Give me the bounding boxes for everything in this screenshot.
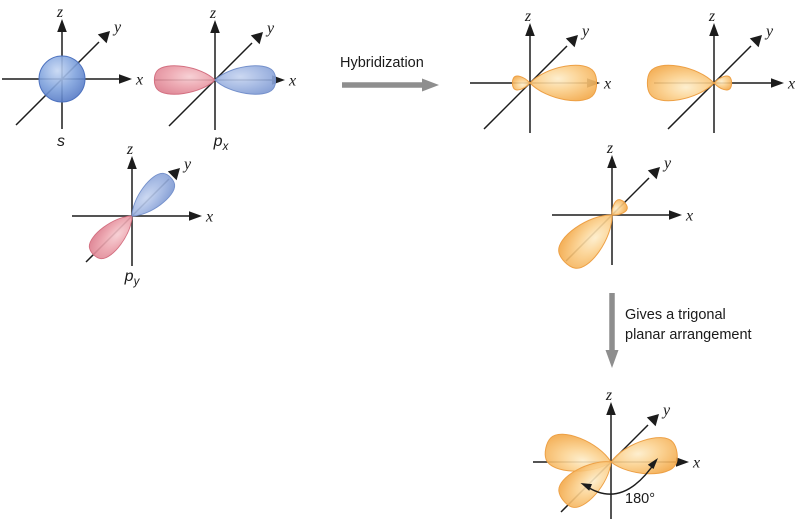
orbital-diagram-px: x z y xyxy=(153,5,296,130)
z-axis-label: z xyxy=(606,140,614,157)
y-axis xyxy=(168,42,253,127)
px-positive-lobe xyxy=(214,65,277,95)
x-axis-arrowhead xyxy=(189,211,202,221)
x-axis-arrowhead xyxy=(669,210,682,220)
hybrid2-large-lobe xyxy=(646,64,715,102)
hybridization-label: Hybridization xyxy=(340,55,424,71)
orbital-diagram-py: x z y xyxy=(72,141,213,266)
z-axis-arrowhead xyxy=(210,20,220,33)
z-axis-arrowhead xyxy=(607,155,617,168)
x-axis-arrowhead xyxy=(771,78,784,88)
hybrid3-small-lobe xyxy=(611,199,628,216)
y-axis-label: y xyxy=(580,23,590,40)
z-axis-label: z xyxy=(524,8,532,25)
z-axis-label: z xyxy=(708,8,716,25)
s-orbital-sphere xyxy=(38,55,86,103)
y-axis-arrowhead xyxy=(565,35,578,48)
orbital-diagram-s: x z y xyxy=(2,4,143,129)
trigonal-planar-diagram: x z y 180° xyxy=(533,387,700,519)
z-axis-label: z xyxy=(209,5,217,22)
hybrid-orbital-2: x z y xyxy=(646,8,795,133)
x-axis-label: x xyxy=(288,73,296,90)
y-axis-label: y xyxy=(265,20,275,37)
y-axis-label: y xyxy=(182,156,192,173)
y-axis-arrowhead xyxy=(646,414,659,427)
z-axis-label: z xyxy=(126,141,134,158)
hybrid2-small-lobe xyxy=(713,75,733,91)
z-axis-arrowhead xyxy=(709,23,719,36)
y-axis-arrowhead xyxy=(167,168,180,181)
x-axis-label: x xyxy=(685,208,693,225)
angle-label: 180° xyxy=(625,491,655,507)
py-negative-lobe xyxy=(88,215,133,260)
z-axis-label: z xyxy=(605,387,613,404)
x-axis-label: x xyxy=(787,76,795,93)
x-axis-label: x xyxy=(135,72,143,89)
hybrid-orbital-1: x z y xyxy=(470,8,611,133)
px-orbital-label: px xyxy=(213,133,229,154)
trigonal-flow-arrow-head xyxy=(605,350,619,368)
y-axis-arrowhead xyxy=(97,31,110,44)
trigonal-caption: Gives a trigonal planar arrangement xyxy=(625,307,752,343)
z-axis-arrowhead xyxy=(57,19,67,32)
py-orbital-label: py xyxy=(124,268,140,289)
x-axis-label: x xyxy=(692,455,700,472)
trigonal-lobe-right xyxy=(610,437,678,475)
x-axis-arrowhead xyxy=(676,457,689,467)
x-axis-label: x xyxy=(603,76,611,93)
z-axis-arrowhead xyxy=(525,23,535,36)
z-axis-label: z xyxy=(56,4,64,21)
y-axis-label: y xyxy=(764,23,774,40)
y-axis-label: y xyxy=(112,19,122,36)
hybridization-arrow-head xyxy=(422,78,439,92)
hybrid1-small-lobe xyxy=(511,75,531,91)
y-axis-arrowhead xyxy=(647,167,660,180)
angle-arc-arrowhead-left xyxy=(580,483,592,491)
s-orbital-label: s xyxy=(57,133,65,150)
y-axis-arrowhead xyxy=(250,32,263,45)
hybrid1-large-lobe xyxy=(529,64,598,102)
x-axis-label: x xyxy=(205,209,213,226)
hybrid3-large-lobe xyxy=(558,214,613,269)
px-negative-lobe xyxy=(153,65,216,95)
hybridization-arrow xyxy=(342,78,439,92)
hybrid-orbital-3: x z y xyxy=(552,140,693,269)
y-axis-label: y xyxy=(661,402,671,419)
angle-arc-arrowhead-right xyxy=(647,458,658,469)
trigonal-flow-arrow xyxy=(605,293,619,368)
z-axis-arrowhead xyxy=(606,402,616,415)
py-positive-lobe xyxy=(131,172,176,217)
y-axis-label: y xyxy=(662,155,672,172)
x-axis-arrowhead xyxy=(119,74,132,84)
y-axis-arrowhead xyxy=(749,35,762,48)
angle-arc xyxy=(585,460,657,495)
z-axis-arrowhead xyxy=(127,156,137,169)
